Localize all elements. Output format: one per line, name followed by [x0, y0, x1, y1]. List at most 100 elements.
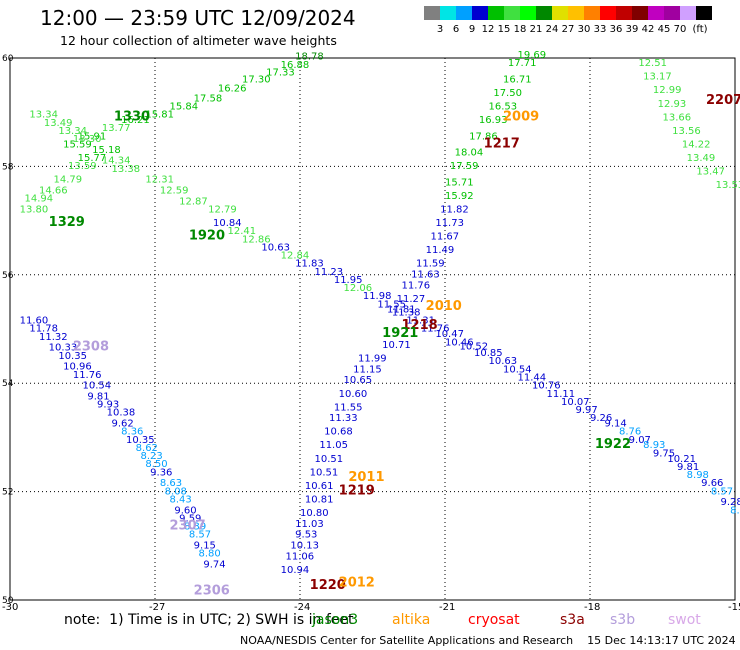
- swh-value-label: 15.92: [445, 191, 474, 202]
- swh-value-label: 9.97: [576, 405, 598, 416]
- swh-value-label: 8.93: [643, 440, 665, 451]
- swh-value-label: 15.18: [92, 145, 121, 156]
- swh-value-label: 11.33: [329, 413, 358, 424]
- swh-value-label: 18.04: [455, 148, 484, 159]
- swh-value-label: 13.56: [672, 126, 701, 137]
- pass-time-label: 2306: [194, 584, 230, 599]
- swh-value-label: 8.36: [121, 427, 143, 438]
- swh-value-label: 8.63: [160, 478, 182, 489]
- swh-value-label: 14.79: [54, 175, 83, 186]
- pass-time-label: 2010: [426, 299, 462, 314]
- colorbar-label: 36: [609, 24, 623, 35]
- lat-tick-label: 50: [2, 596, 14, 606]
- footnote: note: 1) Time is in UTC; 2) SWH is in fe…: [64, 612, 354, 628]
- swh-value-label: 13.49: [687, 153, 716, 164]
- swh-value-label: 8.80: [199, 549, 221, 560]
- swh-value-label: 8.35: [730, 505, 740, 516]
- swh-value-label: 12.86: [242, 234, 271, 245]
- swh-value-label: 11.27: [397, 294, 426, 305]
- swh-value-label: 13.34: [58, 126, 87, 137]
- swh-value-label: 10.21: [667, 454, 696, 465]
- colorbar-swatch: [440, 6, 456, 20]
- colorbar-swatch: [424, 6, 440, 20]
- swh-value-label: 15.91: [78, 131, 107, 142]
- swh-value-label: 10.85: [474, 348, 503, 359]
- swh-value-label: 13.30: [73, 134, 102, 145]
- swh-value-label: 12.99: [653, 85, 682, 96]
- swh-value-label: 8.57: [189, 530, 211, 541]
- swh-value-label: 9.81: [677, 462, 699, 473]
- swh-value-label: 10.76: [532, 381, 561, 392]
- swh-value-label: 9.74: [203, 559, 225, 570]
- pass-time-label: 1217: [484, 136, 520, 151]
- colorbar-label: 3: [436, 24, 444, 35]
- swh-value-label: 10.80: [300, 508, 329, 519]
- colorbar-swatch: [616, 6, 632, 20]
- swh-value-label: 10.61: [305, 481, 334, 492]
- swh-value-label: 11.76: [73, 370, 102, 381]
- swh-value-label: 10.54: [83, 381, 112, 392]
- lat-tick-label: 58: [2, 162, 14, 172]
- swh-value-label: 9.93: [97, 400, 119, 411]
- swh-value-label: 10.35: [126, 435, 155, 446]
- swh-value-label: 11.60: [20, 316, 49, 327]
- pass-time-label: 2012: [339, 575, 375, 590]
- pass-time-label: 2307: [170, 519, 206, 534]
- lon-tick-label: -30: [2, 602, 18, 613]
- swh-value-label: 15.59: [63, 139, 92, 150]
- satellite-legend-s3b: s3b: [610, 612, 636, 628]
- swh-value-label: 17.58: [194, 93, 223, 104]
- swh-value-label: 11.82: [440, 204, 469, 215]
- pass-time-label: 1922: [595, 437, 631, 452]
- swh-value-label: 13.47: [696, 167, 725, 178]
- lat-tick-label: 52: [2, 488, 13, 498]
- swh-value-label: 10.54: [503, 364, 532, 375]
- swh-value-label: 16.26: [218, 84, 247, 95]
- colorbar-label: 24: [545, 24, 559, 35]
- lon-tick-label: -15: [728, 602, 740, 613]
- colorbar-label: 33: [593, 24, 607, 35]
- swh-value-label: 11.76: [402, 280, 431, 291]
- swh-value-label: 11.76: [421, 324, 450, 335]
- colorbar-swatch: [552, 6, 568, 20]
- swh-value-label: 10.63: [261, 242, 290, 253]
- swh-value-label: 11.23: [315, 267, 344, 278]
- swh-value-label: 13.34: [29, 110, 58, 121]
- swh-value-label: 9.28: [721, 497, 740, 508]
- swh-value-label: 16.88: [281, 60, 310, 71]
- swh-value-label: 9.60: [174, 505, 196, 516]
- colorbar-label: (ft): [692, 24, 708, 35]
- swh-value-label: 13.77: [102, 123, 131, 134]
- swh-value-label: 11.98: [363, 291, 392, 302]
- colorbar-label: 39: [625, 24, 639, 35]
- colorbar-swatch: [696, 6, 712, 20]
- swh-value-label: 12.93: [658, 99, 687, 110]
- swh-value-label: 11.81: [387, 305, 416, 316]
- colorbar-label: 42: [641, 24, 655, 35]
- swh-value-label: 15.84: [170, 101, 199, 112]
- swh-value-label: 12.51: [638, 58, 667, 69]
- swh-value-label: 11.05: [319, 440, 348, 451]
- swh-value-label: 8.62: [136, 443, 158, 454]
- lon-tick-label: -18: [584, 602, 600, 613]
- swh-value-label: 12.79: [208, 204, 237, 215]
- swh-value-label: 10.96: [63, 362, 92, 373]
- swh-value-label: 11.78: [29, 324, 58, 335]
- swh-value-label: 11.59: [416, 259, 445, 270]
- colorbar-label: 12: [481, 24, 495, 35]
- pass-time-label: 1220: [310, 578, 346, 593]
- swh-value-label: 9.66: [701, 478, 723, 489]
- swh-value-label: 16.71: [503, 74, 532, 85]
- swh-value-label: 10.38: [107, 408, 136, 419]
- colorbar-swatch: [456, 6, 472, 20]
- pass-time-label: 1920: [189, 229, 225, 244]
- swh-value-label: 10.07: [561, 397, 590, 408]
- colorbar-swatch: [680, 6, 696, 20]
- swh-value-label: 17.59: [450, 161, 479, 172]
- swh-value-label: 9.26: [590, 413, 612, 424]
- swh-value-label: 13.66: [663, 112, 692, 123]
- swh-value-label: 11.44: [518, 372, 547, 383]
- swh-value-label: 14.66: [39, 186, 68, 197]
- pass-time-label: 2011: [348, 470, 384, 485]
